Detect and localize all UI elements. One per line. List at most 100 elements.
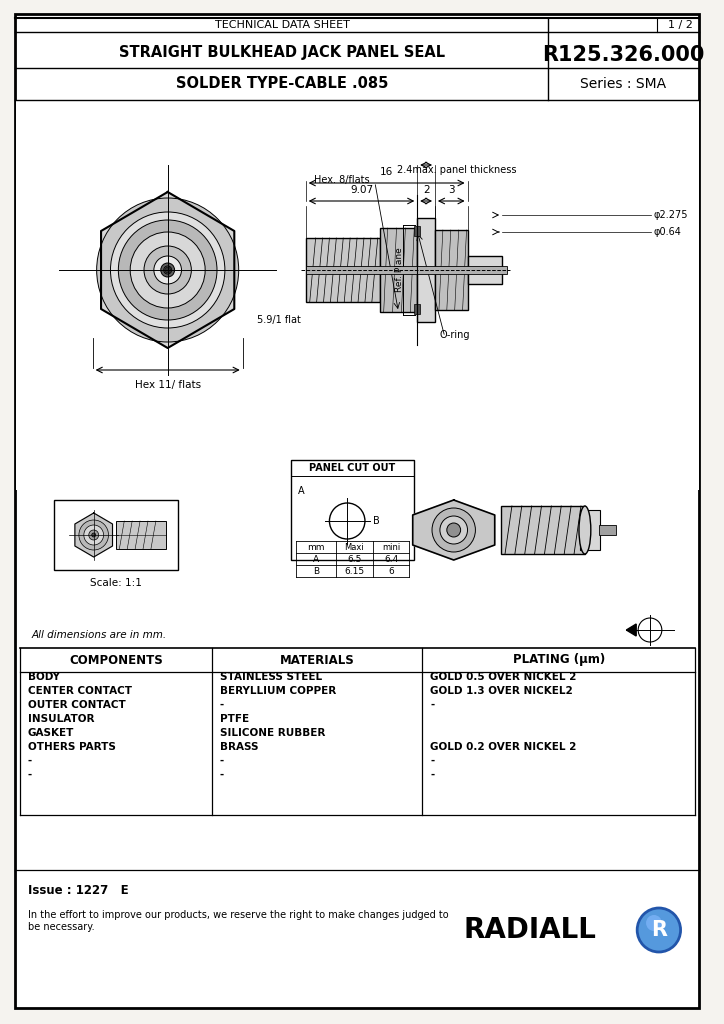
- Text: -: -: [28, 770, 32, 780]
- Text: O-ring: O-ring: [440, 330, 471, 340]
- Bar: [501, 506, 585, 554]
- Circle shape: [130, 232, 205, 308]
- Text: Hex 11/ flats: Hex 11/ flats: [135, 380, 201, 390]
- Text: mini: mini: [382, 543, 400, 552]
- Text: CENTER CONTACT: CENTER CONTACT: [28, 686, 132, 696]
- Bar: [16, 100, 699, 490]
- Circle shape: [144, 246, 191, 294]
- Text: -: -: [220, 756, 224, 766]
- Circle shape: [161, 263, 174, 278]
- Text: OUTER CONTACT: OUTER CONTACT: [28, 700, 125, 710]
- Polygon shape: [101, 193, 235, 348]
- Text: COMPONENTS: COMPONENTS: [69, 653, 163, 667]
- Bar: [117, 521, 166, 549]
- Text: -: -: [220, 770, 224, 780]
- Text: GASKET: GASKET: [28, 728, 74, 738]
- Text: GOLD 0.5 OVER NICKEL 2: GOLD 0.5 OVER NICKEL 2: [430, 672, 576, 682]
- Text: MATERIALS: MATERIALS: [279, 653, 355, 667]
- Text: TECHNICAL DATA SHEET: TECHNICAL DATA SHEET: [214, 20, 350, 30]
- Polygon shape: [75, 513, 112, 557]
- Bar: [380, 228, 417, 312]
- Text: Scale: 1:1: Scale: 1:1: [90, 578, 142, 588]
- Text: GOLD 0.2 OVER NICKEL 2: GOLD 0.2 OVER NICKEL 2: [430, 742, 576, 752]
- Circle shape: [154, 256, 182, 284]
- Text: 6.4: 6.4: [384, 555, 398, 563]
- Circle shape: [97, 198, 239, 342]
- Ellipse shape: [579, 506, 591, 554]
- Text: Ref. Plane: Ref. Plane: [395, 248, 404, 293]
- Text: -: -: [430, 756, 434, 766]
- Text: Issue : 1227   E: Issue : 1227 E: [28, 884, 128, 896]
- Text: -: -: [430, 770, 434, 780]
- Text: INSULATOR: INSULATOR: [28, 714, 94, 724]
- Bar: [291, 460, 414, 560]
- Circle shape: [646, 915, 662, 931]
- Bar: [291, 460, 414, 476]
- Circle shape: [165, 267, 171, 273]
- Text: STRAIGHT BULKHEAD JACK PANEL SEAL: STRAIGHT BULKHEAD JACK PANEL SEAL: [119, 44, 445, 59]
- Text: φ2.275: φ2.275: [654, 210, 689, 220]
- Text: 16: 16: [380, 167, 393, 177]
- Circle shape: [118, 220, 217, 319]
- Bar: [599, 525, 616, 535]
- Bar: [306, 238, 380, 302]
- Text: Series : SMA: Series : SMA: [581, 77, 666, 91]
- Text: Maxi: Maxi: [345, 543, 364, 552]
- Bar: [414, 226, 420, 236]
- Circle shape: [89, 530, 98, 540]
- Text: 5.9/1 flat: 5.9/1 flat: [257, 315, 301, 325]
- Bar: [414, 304, 420, 314]
- Bar: [417, 218, 435, 322]
- Text: PTFE: PTFE: [220, 714, 249, 724]
- Text: BODY: BODY: [28, 672, 59, 682]
- Circle shape: [440, 516, 468, 544]
- Text: 6: 6: [388, 566, 394, 575]
- Text: SOLDER TYPE-CABLE .085: SOLDER TYPE-CABLE .085: [176, 77, 388, 91]
- Circle shape: [111, 212, 225, 328]
- Text: R: R: [651, 920, 667, 940]
- Text: -: -: [430, 700, 434, 710]
- Text: 2.4max. panel thickness: 2.4max. panel thickness: [397, 165, 517, 175]
- Text: -: -: [28, 756, 32, 766]
- Text: 3: 3: [448, 185, 455, 195]
- Text: Hex. 8/flats: Hex. 8/flats: [314, 175, 370, 185]
- Circle shape: [637, 908, 681, 952]
- Text: R125.326.000: R125.326.000: [542, 45, 704, 65]
- Circle shape: [84, 525, 104, 545]
- Text: SILICONE RUBBER: SILICONE RUBBER: [220, 728, 325, 738]
- Text: All dimensions are in mm.: All dimensions are in mm.: [32, 630, 167, 640]
- Text: STAINLESS STEEL: STAINLESS STEEL: [220, 672, 322, 682]
- Text: BRASS: BRASS: [220, 742, 258, 752]
- Circle shape: [447, 523, 460, 537]
- Text: mm: mm: [307, 543, 324, 552]
- Bar: [468, 256, 502, 284]
- Bar: [580, 510, 599, 550]
- Circle shape: [164, 266, 172, 274]
- Text: -: -: [220, 700, 224, 710]
- Text: RADIALL: RADIALL: [463, 916, 597, 944]
- Text: 2: 2: [423, 185, 429, 195]
- Text: In the effort to improve our products, we reserve the right to make changes judg: In the effort to improve our products, w…: [28, 910, 448, 932]
- Text: 9.07: 9.07: [350, 185, 373, 195]
- Bar: [435, 230, 468, 310]
- Text: OTHERS PARTS: OTHERS PARTS: [28, 742, 116, 752]
- Text: B: B: [313, 566, 319, 575]
- Text: PLATING (μm): PLATING (μm): [513, 653, 605, 667]
- Text: 6.5: 6.5: [347, 555, 361, 563]
- Text: PANEL CUT OUT: PANEL CUT OUT: [309, 463, 396, 473]
- Text: A: A: [298, 486, 304, 496]
- Text: BERYLLIUM COPPER: BERYLLIUM COPPER: [220, 686, 336, 696]
- Bar: [54, 500, 177, 570]
- Text: B: B: [374, 516, 380, 526]
- Circle shape: [79, 520, 109, 550]
- Text: A: A: [313, 555, 319, 563]
- Text: φ0.64: φ0.64: [654, 227, 682, 237]
- Polygon shape: [626, 624, 636, 636]
- Polygon shape: [413, 500, 494, 560]
- Text: 1 / 2: 1 / 2: [668, 20, 693, 30]
- Circle shape: [432, 508, 476, 552]
- Text: 6.15: 6.15: [344, 566, 364, 575]
- Circle shape: [92, 534, 96, 537]
- Bar: [306, 266, 507, 274]
- Text: GOLD 1.3 OVER NICKEL2: GOLD 1.3 OVER NICKEL2: [430, 686, 573, 696]
